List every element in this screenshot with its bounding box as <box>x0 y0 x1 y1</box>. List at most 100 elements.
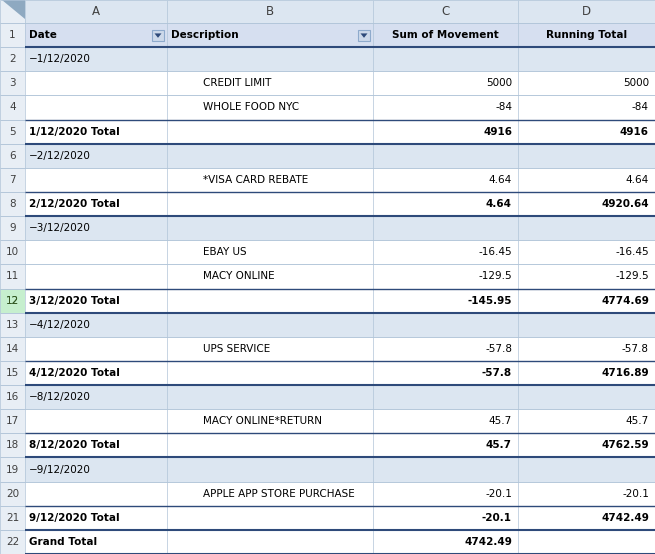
Bar <box>518 47 655 71</box>
Bar <box>518 481 655 506</box>
Bar <box>518 120 655 143</box>
Bar <box>167 216 373 240</box>
Text: -145.95: -145.95 <box>468 296 512 306</box>
Bar <box>373 337 518 361</box>
Text: 22: 22 <box>6 537 19 547</box>
Bar <box>167 506 373 530</box>
Text: 20: 20 <box>6 489 19 499</box>
Text: 4.64: 4.64 <box>626 175 649 185</box>
Text: 9: 9 <box>9 223 16 233</box>
Text: 17: 17 <box>6 416 19 426</box>
Text: B: B <box>266 5 274 18</box>
Text: -57.8: -57.8 <box>622 344 649 354</box>
Bar <box>373 409 518 433</box>
Bar <box>373 481 518 506</box>
Text: 45.7: 45.7 <box>486 440 512 450</box>
Text: 4774.69: 4774.69 <box>601 296 649 306</box>
Bar <box>373 289 518 312</box>
Bar <box>0 264 25 289</box>
Text: -20.1: -20.1 <box>622 489 649 499</box>
Bar <box>373 71 518 95</box>
Bar <box>373 506 518 530</box>
Bar <box>25 240 167 264</box>
Bar <box>518 385 655 409</box>
Text: 4916: 4916 <box>483 127 512 137</box>
Text: *VISA CARD REBATE: *VISA CARD REBATE <box>203 175 309 185</box>
Text: -16.45: -16.45 <box>616 247 649 257</box>
Bar <box>0 409 25 433</box>
Bar <box>0 168 25 192</box>
Bar <box>167 433 373 458</box>
Bar <box>25 216 167 240</box>
Bar <box>0 458 25 481</box>
Text: Description: Description <box>171 30 238 40</box>
Text: -84: -84 <box>632 102 649 112</box>
Text: Date: Date <box>29 30 57 40</box>
Bar <box>518 0 655 23</box>
Bar <box>373 23 518 47</box>
Text: Running Total: Running Total <box>546 30 627 40</box>
Text: 12: 12 <box>6 296 19 306</box>
Text: CREDIT LIMIT: CREDIT LIMIT <box>203 78 271 88</box>
Bar <box>0 143 25 168</box>
Bar <box>167 264 373 289</box>
Bar <box>373 192 518 216</box>
Bar <box>518 192 655 216</box>
Bar <box>25 143 167 168</box>
Bar <box>167 409 373 433</box>
Bar <box>25 481 167 506</box>
Bar <box>25 0 167 23</box>
Bar <box>373 530 518 554</box>
Text: -20.1: -20.1 <box>482 513 512 523</box>
Bar <box>0 385 25 409</box>
Text: 3/12/2020 Total: 3/12/2020 Total <box>29 296 120 306</box>
Bar <box>167 71 373 95</box>
Bar <box>25 433 167 458</box>
Polygon shape <box>155 33 162 38</box>
Text: 4.64: 4.64 <box>489 175 512 185</box>
Text: 11: 11 <box>6 271 19 281</box>
Bar <box>167 168 373 192</box>
Text: 5: 5 <box>9 127 16 137</box>
Bar <box>518 506 655 530</box>
Text: 4920.64: 4920.64 <box>601 199 649 209</box>
Bar <box>0 530 25 554</box>
Text: 4716.89: 4716.89 <box>601 368 649 378</box>
Text: 12: 12 <box>6 296 19 306</box>
Bar <box>25 120 167 143</box>
Bar <box>167 0 373 23</box>
Bar <box>518 143 655 168</box>
Bar <box>25 192 167 216</box>
Text: -57.8: -57.8 <box>485 344 512 354</box>
Bar <box>0 289 25 312</box>
Bar <box>518 530 655 554</box>
Text: 18: 18 <box>6 440 19 450</box>
Bar <box>518 312 655 337</box>
Text: C: C <box>441 5 449 18</box>
Polygon shape <box>2 0 25 19</box>
Bar <box>167 361 373 385</box>
Bar <box>0 71 25 95</box>
Text: 4742.49: 4742.49 <box>601 513 649 523</box>
Text: −4/12/2020: −4/12/2020 <box>29 320 91 330</box>
Bar <box>25 530 167 554</box>
Text: 2/12/2020 Total: 2/12/2020 Total <box>29 199 120 209</box>
Bar <box>518 23 655 47</box>
Bar <box>167 23 373 47</box>
Bar <box>0 337 25 361</box>
Bar <box>0 120 25 143</box>
Text: 21: 21 <box>6 513 19 523</box>
Bar <box>0 481 25 506</box>
Bar <box>0 23 25 47</box>
Text: −9/12/2020: −9/12/2020 <box>29 464 91 475</box>
Bar <box>518 240 655 264</box>
Text: −8/12/2020: −8/12/2020 <box>29 392 91 402</box>
Text: Sum of Movement: Sum of Movement <box>392 30 499 40</box>
Bar <box>373 458 518 481</box>
Text: 2: 2 <box>9 54 16 64</box>
Text: 4916: 4916 <box>620 127 649 137</box>
Text: 5000: 5000 <box>623 78 649 88</box>
Bar <box>518 458 655 481</box>
Bar <box>25 361 167 385</box>
Text: −3/12/2020: −3/12/2020 <box>29 223 91 233</box>
